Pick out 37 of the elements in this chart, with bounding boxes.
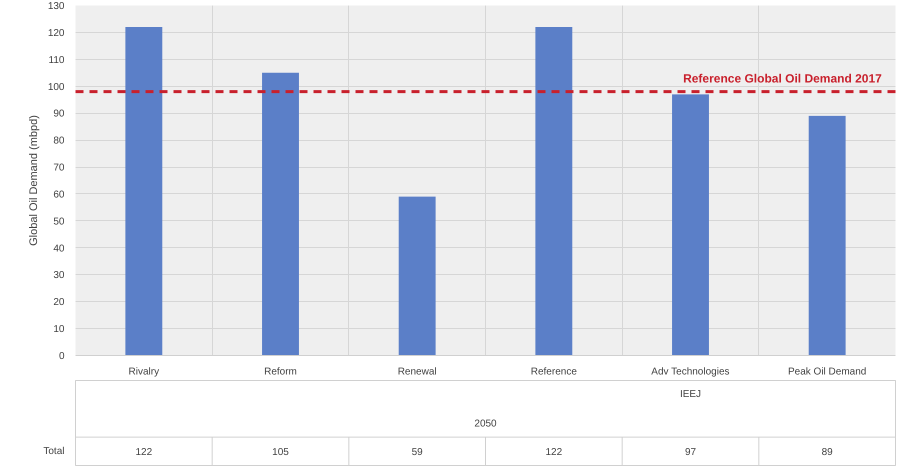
text: 2050 <box>474 418 498 430</box>
x-tick-label: Reform <box>264 366 297 378</box>
text: Total <box>43 446 64 457</box>
y-tick-label: 110 <box>48 54 65 66</box>
x-tick-label: Reference <box>530 366 578 378</box>
data-label: 89 <box>822 446 834 458</box>
bar <box>672 94 709 356</box>
x-tick-label: Peak Oil Demand <box>788 366 866 378</box>
bar <box>535 27 572 356</box>
y-tick-label: 50 <box>53 216 65 228</box>
x-tick-label: Adv Technologies <box>651 366 730 378</box>
data-label: 105 <box>272 446 290 458</box>
y-tick-label: 80 <box>53 136 65 147</box>
y-tick-label: 70 <box>53 162 65 174</box>
x-tick-label: Renewal <box>398 366 437 378</box>
y-tick-label: 30 <box>53 270 65 282</box>
ref-line-label: Reference Global Oil Demand 2017 <box>683 72 882 86</box>
y-tick-label: 60 <box>53 189 65 200</box>
y-tick-label: 40 <box>53 243 65 254</box>
data-label: 97 <box>684 446 696 458</box>
bar <box>398 196 436 356</box>
y-tick-label: 20 <box>53 297 65 308</box>
y-tick-label: 10 <box>53 324 65 336</box>
y-tick-label: 0 <box>58 351 65 362</box>
bar <box>808 116 846 356</box>
text: IEEJ <box>680 389 702 400</box>
y-tick-label: 90 <box>53 108 65 120</box>
y-tick-label: 120 <box>48 28 65 39</box>
y-tick-label: 100 <box>48 82 65 93</box>
data-label: 59 <box>412 446 424 458</box>
data-label: 122 <box>545 446 563 458</box>
bar <box>125 27 162 356</box>
bar <box>262 72 299 356</box>
data-label: 122 <box>135 446 153 458</box>
y-tick-label: 130 <box>48 1 65 12</box>
x-tick-label: Rivalry <box>128 366 160 378</box>
y-axis-title: Global Oil Demand (mbpd) <box>28 115 40 246</box>
